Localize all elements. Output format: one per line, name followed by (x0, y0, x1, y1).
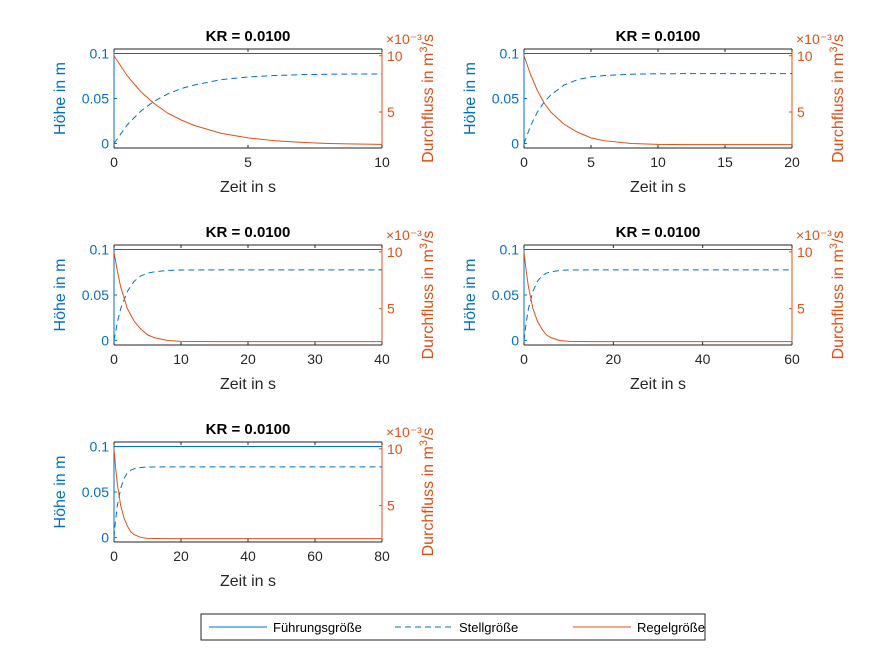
y-right-tick-label: 5 (387, 301, 395, 317)
y-left-tick-label: 0.05 (82, 484, 109, 500)
y-right-tick-label: 5 (387, 104, 395, 120)
y-left-tick-label: 0 (511, 136, 519, 152)
y-left-tick-label: 0.05 (492, 91, 519, 107)
subplot-title: KR = 0.0100 (206, 224, 291, 241)
y-left-axis-label: Höhe in m (52, 62, 69, 135)
y-right-axis-label: Durchfluss in m3/s (418, 428, 437, 557)
x-tick-label: 0 (110, 154, 118, 170)
y-left-axis-label: Höhe in m (462, 62, 479, 135)
subplot-title: KR = 0.0100 (206, 421, 291, 438)
x-tick-label: 10 (374, 154, 390, 170)
y-left-axis-label: Höhe in m (52, 259, 69, 332)
y-left-tick-label: 0 (101, 136, 109, 152)
x-tick-label: 10 (650, 154, 666, 170)
x-axis-label: Zeit in s (630, 179, 686, 196)
y-right-exponent: ×10⁻³ (796, 31, 832, 47)
legend: Führungsgröße Stellgröße Regelgröße (200, 613, 706, 641)
y-right-tick-label: 5 (797, 104, 805, 120)
series-regelgröße (523, 251, 792, 343)
y-right-tick-label: 10 (387, 48, 403, 64)
x-tick-label: 60 (307, 548, 323, 564)
series-stellgröße (523, 73, 792, 144)
x-tick-label: 80 (374, 548, 390, 564)
subplot-title: KR = 0.0100 (616, 28, 701, 45)
y-right-tick-label: 10 (797, 48, 813, 64)
series-regelgröße (113, 448, 382, 540)
x-tick-label: 5 (587, 154, 595, 170)
series-stellgröße (113, 73, 383, 144)
y-right-exponent: ×10⁻³ (386, 424, 422, 440)
y-left-tick-label: 0.05 (492, 287, 519, 303)
series-regelgröße (113, 55, 383, 145)
y-right-tick-label: 5 (387, 498, 395, 514)
x-tick-label: 20 (606, 351, 622, 367)
series-stellgröße (523, 269, 792, 341)
y-left-tick-label: 0.1 (90, 439, 110, 455)
y-left-tick-label: 0 (101, 332, 109, 348)
x-tick-label: 0 (520, 154, 528, 170)
x-tick-label: 5 (244, 154, 252, 170)
x-tick-label: 20 (240, 351, 256, 367)
series-stellgröße (113, 269, 382, 341)
subplot-title: KR = 0.0100 (616, 224, 701, 241)
legend-entry-label: Regelgröße (637, 620, 705, 635)
y-right-tick-label: 10 (387, 244, 403, 260)
series-stellgröße (113, 466, 382, 538)
y-left-tick-label: 0 (511, 332, 519, 348)
x-axis-label: Zeit in s (220, 573, 276, 590)
series-regelgröße (113, 251, 382, 343)
y-right-tick-label: 10 (387, 441, 403, 457)
y-left-tick-label: 0.1 (90, 46, 110, 62)
x-axis-label: Zeit in s (630, 376, 686, 393)
y-left-tick-label: 0.1 (500, 46, 520, 62)
x-tick-label: 10 (173, 351, 189, 367)
y-left-axis-label: Höhe in m (462, 259, 479, 332)
y-right-axis-label: Durchfluss in m3/s (828, 34, 847, 163)
legend-entry-label: Führungsgröße (273, 620, 362, 635)
y-left-tick-label: 0.1 (500, 242, 520, 258)
y-left-axis-label: Höhe in m (52, 456, 69, 529)
y-right-axis-label: Durchfluss in m3/s (418, 231, 437, 360)
x-tick-label: 20 (784, 154, 800, 170)
y-right-tick-label: 5 (797, 301, 805, 317)
y-right-exponent: ×10⁻³ (386, 31, 422, 47)
subplot-title: KR = 0.0100 (206, 28, 291, 45)
x-tick-label: 20 (173, 548, 189, 564)
x-tick-label: 0 (110, 351, 118, 367)
x-tick-label: 40 (695, 351, 711, 367)
y-right-axis-label: Durchfluss in m3/s (418, 34, 437, 163)
x-tick-label: 0 (520, 351, 528, 367)
y-left-tick-label: 0.05 (82, 91, 109, 107)
x-tick-label: 40 (240, 548, 256, 564)
y-right-axis-label: Durchfluss in m3/s (828, 231, 847, 360)
y-right-exponent: ×10⁻³ (796, 227, 832, 243)
subplot-4: 0 20 40 60 0 0.05 0.1 5 10×10⁻³ KR = 0.0100 Zeit i… (462, 224, 847, 393)
x-tick-label: 40 (374, 351, 390, 367)
x-tick-label: 15 (717, 154, 733, 170)
y-right-exponent: ×10⁻³ (386, 227, 422, 243)
y-left-tick-label: 0 (101, 529, 109, 545)
legend-entry-label: Stellgröße (459, 620, 518, 635)
y-left-tick-label: 0.1 (90, 242, 110, 258)
series-regelgröße (523, 55, 792, 146)
y-left-tick-label: 0.05 (82, 287, 109, 303)
x-tick-label: 0 (110, 548, 118, 564)
x-axis-label: Zeit in s (220, 376, 276, 393)
x-tick-label: 30 (307, 351, 323, 367)
subplot-5: 0 20 40 60 80 0 0.05 0.1 5 10×10⁻³ KR = 0.0100 Zeit… (52, 421, 437, 590)
x-tick-label: 60 (784, 351, 800, 367)
x-axis-label: Zeit in s (220, 179, 276, 196)
y-right-tick-label: 10 (797, 244, 813, 260)
